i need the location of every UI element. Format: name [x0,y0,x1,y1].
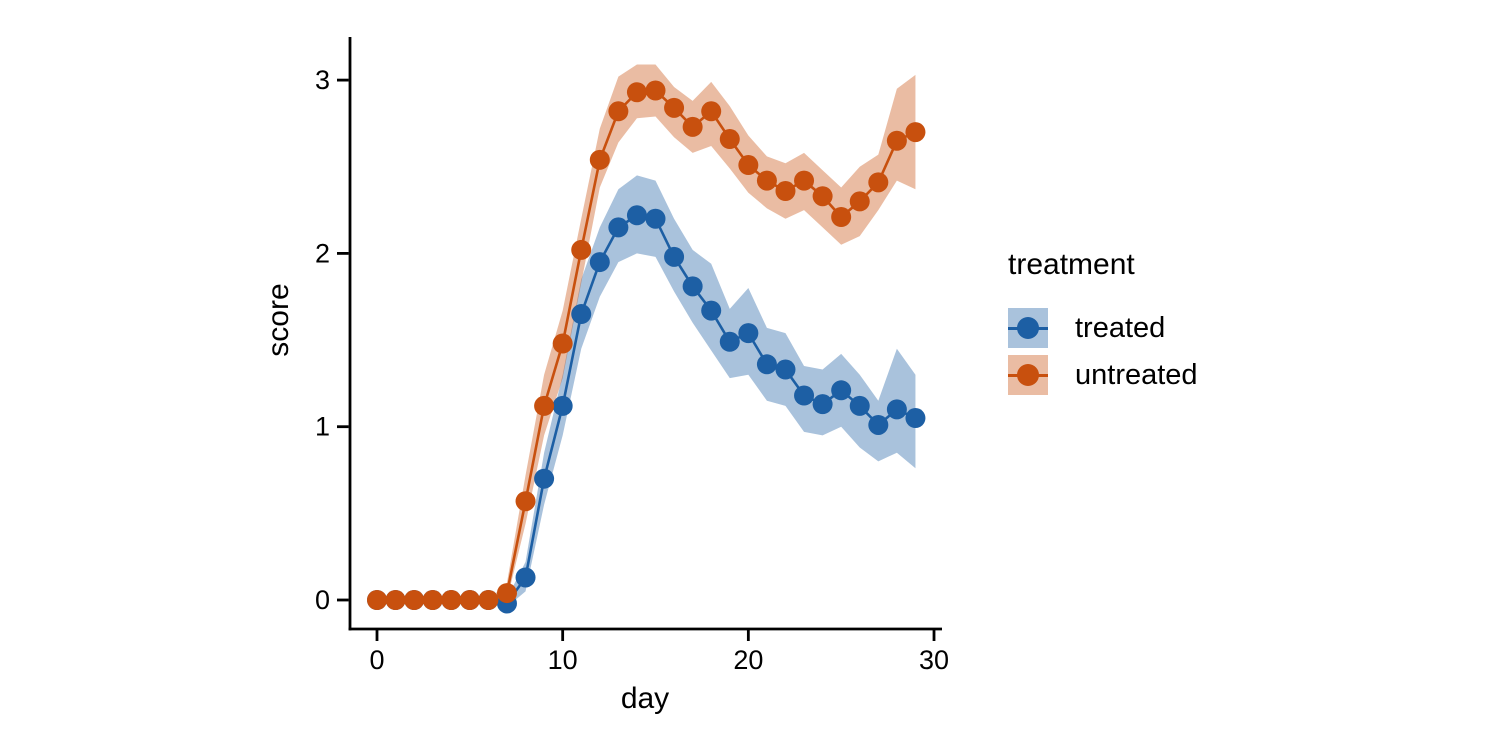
legend-item-treated: treated [1008,308,1198,348]
treated-point-day-20 [738,323,759,344]
y-tick-label-1: 1 [315,412,330,442]
treated-point-day-28 [886,399,907,420]
legend-key-treated-icon [1008,308,1048,348]
untreated-point-day-9 [534,395,555,416]
untreated-points [367,80,926,610]
treated-point-day-12 [589,252,610,273]
treated-point-day-19 [719,331,740,352]
treated-point-day-17 [682,276,703,297]
y-tick-label-3: 3 [315,65,330,95]
untreated-point-day-26 [849,191,870,212]
untreated-point-day-15 [645,80,666,101]
legend: treatment treated untreated [1008,248,1198,402]
untreated-point-day-29 [905,122,926,143]
untreated-point-day-10 [552,333,573,354]
x-axis-title: day [621,682,669,715]
untreated-line [377,89,916,602]
treated-point-day-13 [608,217,629,238]
x-tick-label-0: 0 [369,645,384,675]
y-tick-label-2: 2 [315,238,330,268]
legend-key-untreated-icon [1008,355,1048,395]
untreated-point-day-6 [478,590,499,610]
untreated-point-day-12 [589,149,610,170]
treated-point-day-26 [849,395,870,416]
untreated-point-day-19 [719,129,740,150]
treated-point-day-14 [626,205,647,226]
untreated-point-day-23 [794,170,815,191]
ribbons [377,64,916,607]
treated-point-day-24 [812,394,833,415]
untreated-point-day-25 [831,207,852,228]
treated-point-day-15 [645,208,666,229]
treated-point-day-18 [701,300,722,321]
legend-key-dot [1017,364,1039,386]
x-tick-label-10: 10 [548,645,578,675]
legend-title: treatment [1008,248,1135,281]
untreated-point-day-14 [626,82,647,103]
y-axis-title: score [262,283,295,356]
untreated-point-day-20 [738,155,759,176]
legend-key-dot [1017,317,1039,339]
treated-point-day-27 [868,414,889,435]
untreated-point-day-24 [812,186,833,207]
untreated-point-day-1 [385,590,406,610]
y-tick-label-0: 0 [315,585,330,615]
untreated-point-day-16 [664,97,685,118]
treated-point-day-25 [831,380,852,401]
treated-point-day-22 [775,359,796,380]
untreated-point-day-22 [775,181,796,202]
axes [337,37,942,641]
untreated-point-day-3 [422,590,443,610]
untreated-point-day-5 [459,590,480,610]
untreated-point-day-0 [367,590,387,610]
treated-point-day-23 [794,385,815,406]
legend-label-untreated: untreated [1075,358,1198,391]
legend-label-treated: treated [1075,311,1166,344]
untreated-point-day-8 [515,491,536,512]
treated-point-day-10 [552,395,573,416]
series-layer [367,80,926,614]
untreated-ribbon [377,64,916,601]
untreated-point-day-11 [571,239,592,260]
untreated-point-day-18 [701,101,722,122]
treated-point-day-21 [756,354,777,375]
untreated-point-day-2 [404,590,425,610]
treated-point-day-11 [571,304,592,325]
treated-point-day-16 [664,246,685,267]
treated-point-day-8 [515,567,536,588]
treated-point-day-29 [905,408,926,429]
untreated-point-day-21 [756,170,777,191]
x-tick-label-30: 30 [919,645,949,675]
untreated-point-day-13 [608,101,629,122]
legend-item-untreated: untreated [1008,355,1198,395]
untreated-point-day-28 [886,130,907,151]
x-tick-label-20: 20 [733,645,763,675]
untreated-point-day-27 [868,172,889,193]
untreated-point-day-4 [441,590,462,610]
treated-point-day-9 [534,468,555,489]
untreated-point-day-7 [496,583,517,604]
untreated-point-day-17 [682,116,703,137]
